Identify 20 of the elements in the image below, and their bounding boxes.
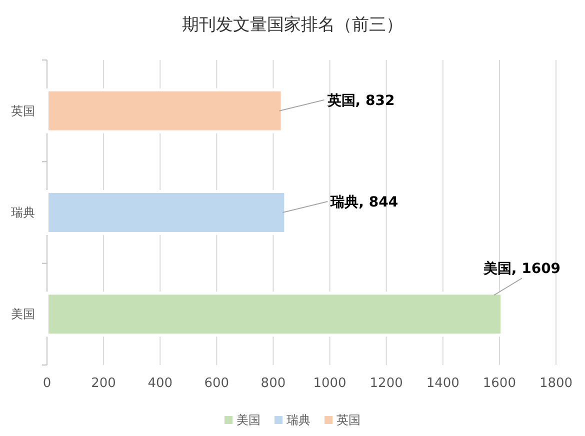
legend-label: 美国 — [236, 413, 260, 427]
y-tick-label: 美国 — [11, 307, 35, 322]
legend-label: 英国 — [336, 413, 360, 427]
x-tick-label: 800 — [260, 376, 286, 391]
y-tick-label: 英国 — [11, 104, 35, 118]
x-tick-label: 1000 — [313, 376, 346, 391]
data-label: 英国, 832 — [326, 92, 395, 109]
x-tick-label: 1400 — [426, 376, 460, 391]
x-tick-label: 1200 — [370, 376, 403, 391]
x-tick-label: 400 — [148, 376, 173, 391]
data-label: 美国, 1609 — [482, 260, 561, 278]
x-tick-label: 200 — [91, 376, 116, 391]
x-tick-label: 600 — [204, 376, 230, 391]
x-tick-label: 0 — [42, 376, 52, 391]
data-label: 瑞典, 844 — [330, 194, 398, 210]
legend-label: 瑞典 — [286, 413, 310, 427]
y-tick-label: 瑞典 — [11, 206, 35, 220]
chart-title: 期刊发文量国家排名（前三） — [182, 15, 403, 35]
x-tick-label: 1800 — [539, 376, 573, 391]
x-tick-label: 1600 — [482, 376, 516, 391]
